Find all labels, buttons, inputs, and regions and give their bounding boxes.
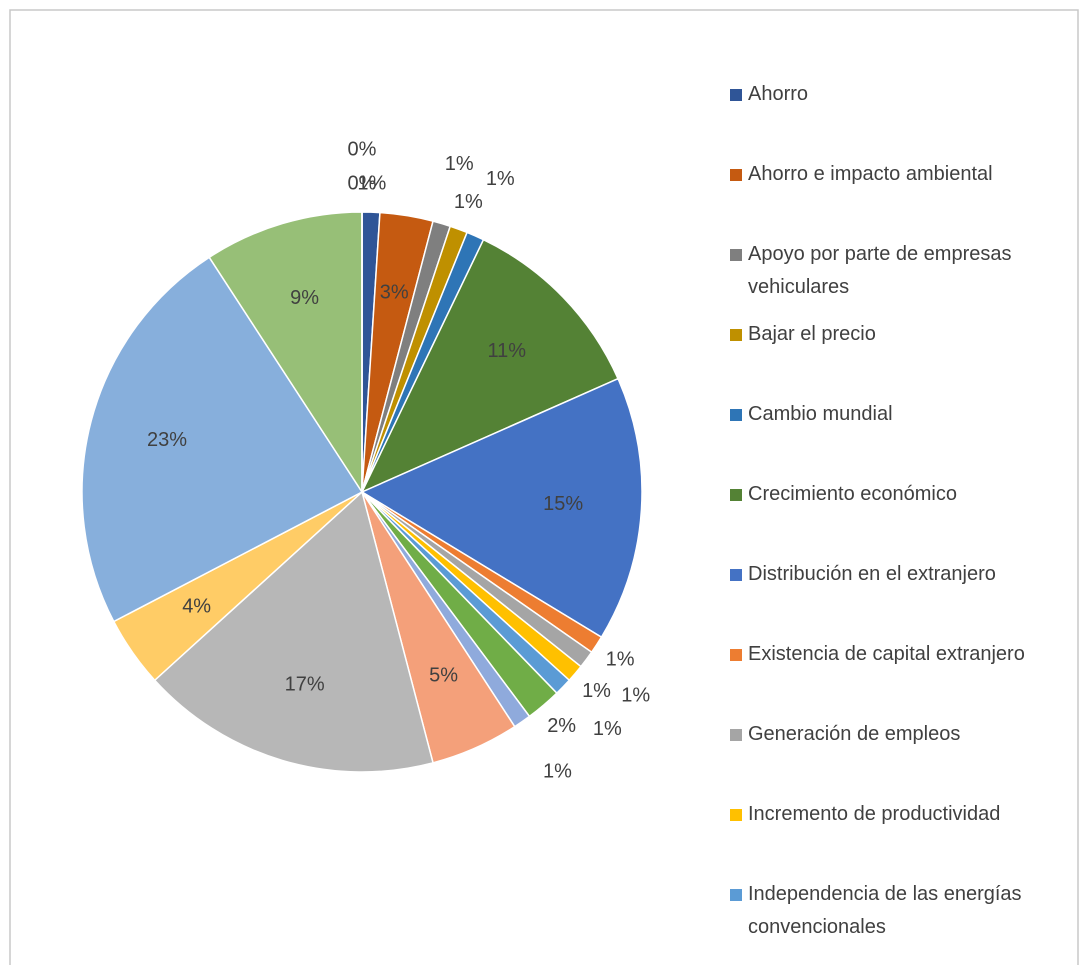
legend-swatch [730, 329, 742, 341]
data-label: 4% [182, 596, 211, 618]
data-label: 1% [445, 153, 474, 175]
legend-label: Existencia de capital extranjero [748, 643, 1025, 665]
legend-item: Independencia de las energías convencion… [728, 878, 1073, 944]
legend-label: Distribución en el extranjero [748, 563, 996, 585]
data-label: 5% [429, 665, 458, 687]
pie-slice [81, 256, 364, 623]
pie-slice [360, 377, 643, 639]
legend-item: Crecimiento económico [728, 478, 1073, 511]
legend-swatch [730, 889, 742, 901]
legend-label: Generación de empleos [748, 723, 961, 745]
legend-item: Generación de empleos [728, 718, 1073, 751]
legend-item: Existencia de capital extranjero [728, 638, 1073, 671]
data-label: 1% [454, 191, 483, 213]
legend-label: Cambio mundial [748, 403, 893, 425]
legend-label: Ahorro e impacto ambiental [748, 163, 993, 185]
data-label: 2% [547, 715, 576, 737]
legend-swatch [730, 249, 742, 261]
legend-item: Ahorro [728, 78, 1073, 111]
legend-item: Ahorro e impacto ambiental [728, 158, 1073, 191]
data-label: 11% [488, 340, 527, 362]
legend-item: Apoyo por parte de empresas vehiculares [728, 238, 1073, 304]
legend-label: Incremento de productividad [748, 803, 1001, 825]
data-label: 1% [543, 760, 572, 782]
data-label: 1% [593, 718, 622, 740]
data-label: 17% [285, 674, 325, 696]
data-label: 1% [486, 168, 515, 190]
pie-slice [208, 211, 363, 495]
data-label: 1% [606, 648, 635, 670]
legend-swatch [730, 569, 742, 581]
data-label: 1% [582, 680, 611, 702]
legend-item: Cambio mundial [728, 398, 1073, 431]
chart-frame [9, 9, 1079, 965]
legend-label: Independencia de las energías convencion… [748, 883, 1022, 938]
data-label: 0% [348, 139, 377, 161]
legend-swatch [730, 649, 742, 661]
legend-swatch [730, 729, 742, 741]
legend-swatch [730, 409, 742, 421]
legend-label: Bajar el precio [748, 323, 876, 345]
legend-item: Incremento de productividad [728, 798, 1073, 831]
data-label: 9% [290, 287, 319, 309]
pie-slice [360, 238, 620, 494]
legend-swatch [730, 809, 742, 821]
data-label: 23% [147, 429, 187, 451]
legend-swatch [730, 169, 742, 181]
data-label: 3% [380, 281, 409, 303]
legend-swatch [730, 89, 742, 101]
legend-item: Bajar el precio [728, 318, 1073, 351]
legend-label: Apoyo por parte de empresas vehiculares [748, 243, 1012, 298]
pie-slice [153, 490, 434, 773]
legend-label: Crecimiento económico [748, 483, 957, 505]
data-label: 1% [357, 172, 386, 194]
legend-label: Ahorro [748, 83, 809, 105]
legend-item: Distribución en el extranjero [728, 558, 1073, 591]
data-label: 1% [621, 685, 650, 707]
data-label: 15% [543, 493, 583, 515]
data-label: 0% [348, 172, 377, 194]
legend-swatch [730, 489, 742, 501]
